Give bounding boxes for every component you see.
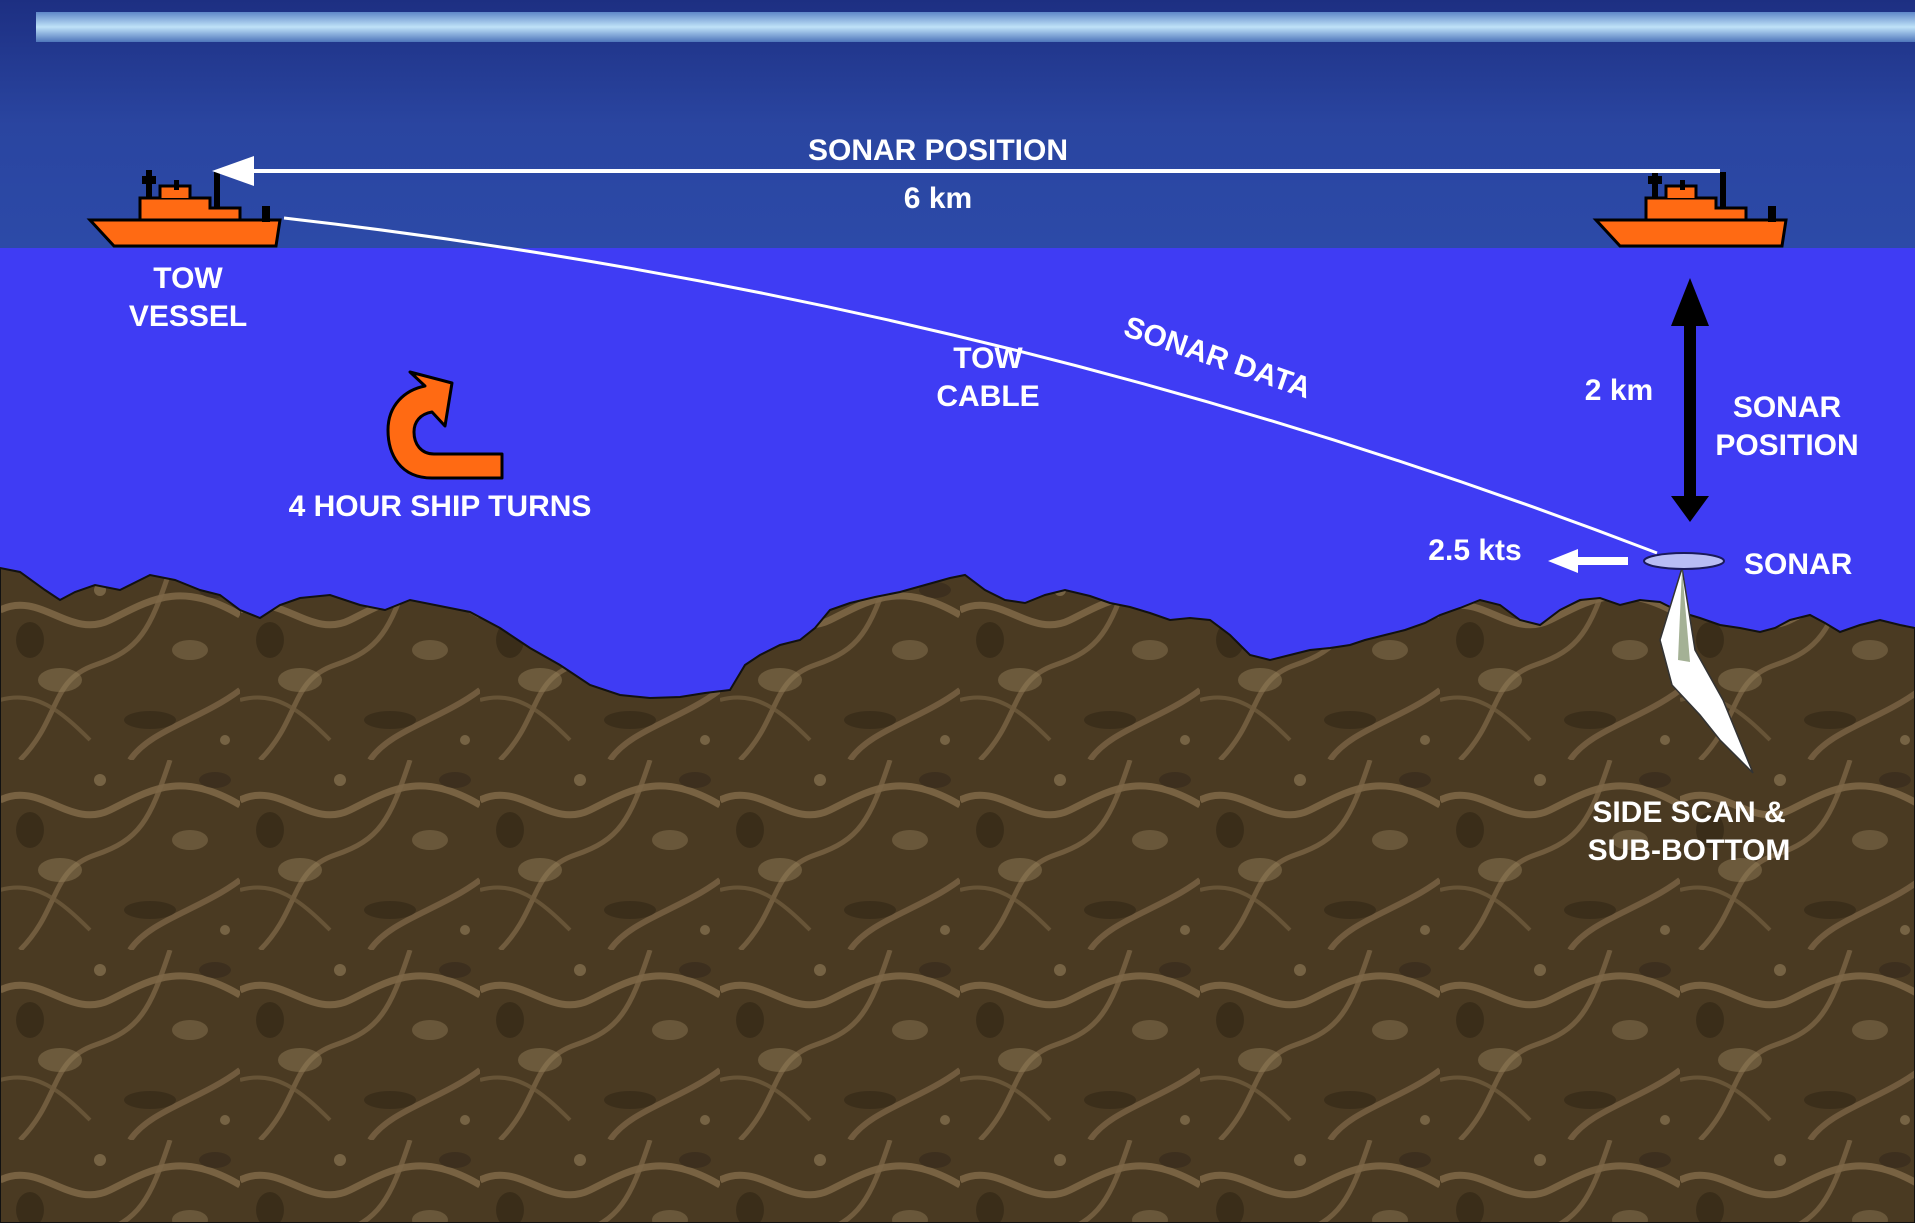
tow-vessel-label-line1: TOW (153, 262, 223, 295)
sonar-beam (1659, 567, 1754, 774)
sonar-position-top-label: SONAR POSITION (808, 134, 1068, 167)
tow-cable (283, 216, 1658, 555)
ship-turns-label: 4 HOUR SHIP TURNS (289, 490, 592, 523)
tow-cable-label-line2: CABLE (936, 380, 1039, 413)
sonar-position-right-label-line2: POSITION (1715, 429, 1858, 462)
ship-icon (1592, 170, 1788, 248)
depth-label: 2 km (1585, 374, 1653, 407)
speed-arrow (1548, 549, 1628, 573)
u-turn-arrow-icon (386, 370, 504, 480)
sonar-position-right-label-line1: SONAR (1733, 391, 1842, 424)
speed-label: 2.5 kts (1428, 534, 1521, 567)
tow-vessel-label-line2: VESSEL (129, 300, 247, 333)
tow-cable-label-line1: TOW (953, 342, 1023, 375)
depth-arrow (1671, 278, 1709, 522)
sonar-label: SONAR (1744, 548, 1853, 581)
seabed (0, 566, 1915, 1223)
horizontal-distance-arrow (212, 156, 1720, 186)
side-scan-label-line1: SIDE SCAN & (1592, 796, 1785, 829)
sonar-towfish-icon (1643, 552, 1725, 570)
horizontal-distance-label: 6 km (904, 182, 972, 215)
ship-icon (86, 170, 282, 248)
title-bar-strip (36, 12, 1915, 42)
side-scan-label-line2: SUB-BOTTOM (1588, 834, 1791, 867)
